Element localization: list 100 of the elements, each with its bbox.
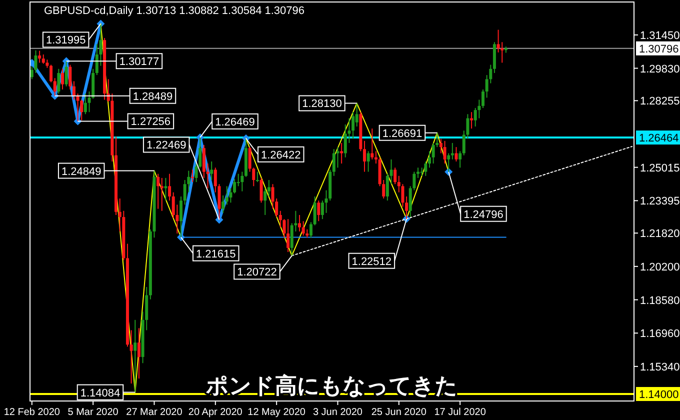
data-label: 1.28489 <box>132 90 173 103</box>
candlestick <box>168 173 172 202</box>
candlestick <box>137 328 140 380</box>
candlestick <box>482 88 484 108</box>
y-tick-label: 1.18580 <box>640 294 680 307</box>
data-label: 1.26691 <box>382 128 422 140</box>
candlestick <box>386 173 389 202</box>
candlestick <box>130 330 133 384</box>
candlestick <box>332 148 336 176</box>
x-tick-label: 12 May 2020 <box>248 407 306 418</box>
data-label: 1.20722 <box>237 266 277 279</box>
data-label: 1.30177 <box>119 56 160 68</box>
candlestick <box>447 152 450 172</box>
candlestick <box>352 112 355 140</box>
candlestick <box>180 196 182 238</box>
y-tick-label: 1.21820 <box>640 228 680 240</box>
x-tick-label: 12 Feb 2020 <box>4 407 60 418</box>
candlestick <box>38 50 42 64</box>
candlestick <box>222 194 225 214</box>
candlestick <box>164 177 168 202</box>
candlestick <box>68 64 72 90</box>
data-label: 1.24796 <box>464 208 504 221</box>
candlestick <box>275 198 278 218</box>
candlestick <box>302 220 305 236</box>
candlestick <box>355 102 358 127</box>
candlestick <box>206 163 210 189</box>
candlestick <box>443 140 446 164</box>
candlestick <box>229 188 232 204</box>
candlestick <box>256 171 259 183</box>
candlestick <box>53 78 56 96</box>
ref-line-label: 1.30796 <box>639 43 679 56</box>
x-tick-label: 3 Jun 2020 <box>312 407 363 418</box>
candlestick <box>362 140 366 172</box>
data-label: 1.31995 <box>46 34 86 47</box>
candlestick <box>84 93 87 115</box>
data-label: 1.28130 <box>302 98 342 110</box>
candlestick <box>458 150 462 168</box>
candlestick <box>210 160 214 180</box>
x-tick-label: 20 Apr 2020 <box>188 407 243 418</box>
candlestick <box>233 178 236 194</box>
candlestick <box>370 128 374 160</box>
candlestick <box>317 200 320 222</box>
candlestick <box>309 222 312 238</box>
candlestick <box>374 150 378 164</box>
candlestick <box>50 64 53 83</box>
candlestick <box>405 196 408 220</box>
x-tick-label: 25 Jun 2020 <box>371 407 427 418</box>
candlestick <box>134 319 137 393</box>
data-label: 1.24849 <box>61 166 102 178</box>
candlestick <box>439 138 442 154</box>
y-tick-label: 1.25015 <box>640 162 680 174</box>
data-label: 1.27256 <box>130 116 171 128</box>
candlestick <box>470 112 474 130</box>
candlestick <box>42 54 45 64</box>
candlestick <box>190 169 194 183</box>
candlestick <box>264 188 267 216</box>
candlestick <box>240 171 244 192</box>
ref-line-label: 1.14000 <box>639 389 679 402</box>
data-label: 1.22469 <box>146 140 186 152</box>
y-tick-label: 1.28255 <box>640 96 680 108</box>
x-tick-label: 5 Mar 2020 <box>68 407 119 418</box>
candlestick <box>340 142 344 164</box>
y-tick-label: 1.16960 <box>640 328 680 340</box>
candlestick <box>260 177 263 204</box>
candlestick <box>454 146 458 162</box>
candlestick <box>286 218 290 253</box>
y-tick-label: 1.15340 <box>640 361 680 374</box>
candlestick <box>271 184 274 210</box>
y-tick-label: 1.31450 <box>640 30 680 42</box>
x-tick-label: 17 Jul 2020 <box>434 407 486 418</box>
x-tick-label: 27 Mar 2020 <box>126 407 183 418</box>
data-label: 1.26469 <box>215 116 255 128</box>
candlestick <box>313 196 316 226</box>
y-tick-label: 1.23395 <box>640 196 680 208</box>
candlestick <box>202 144 206 178</box>
candlestick <box>424 160 428 176</box>
candlestick <box>298 214 302 232</box>
candlestick <box>390 158 393 185</box>
data-label: 1.14084 <box>80 387 120 400</box>
y-tick-label: 1.20200 <box>640 261 680 274</box>
candlestick <box>225 186 228 206</box>
candlestick <box>64 60 68 87</box>
data-label: 1.21615 <box>196 248 236 260</box>
candlestick <box>156 173 160 210</box>
candlestick <box>267 179 270 197</box>
candlestick <box>428 150 431 168</box>
candlestick <box>416 167 420 178</box>
data-label: 1.22512 <box>352 256 392 268</box>
candlestick <box>57 68 60 94</box>
candlestick <box>366 150 370 172</box>
annotation: ポンド高にもなってきた <box>205 373 458 399</box>
data-label: 1.26422 <box>260 149 301 162</box>
candlestick <box>450 142 454 160</box>
ref-line-label: 1.26464 <box>639 132 679 145</box>
candlestick <box>160 177 164 212</box>
candlestick <box>72 80 76 100</box>
chart-title: GBPUSD-cd,Daily 1.30713 1.30882 1.30584 1.30796 <box>44 5 305 17</box>
y-tick-label: 1.29830 <box>640 63 680 76</box>
candlestick <box>60 68 64 90</box>
candlestick <box>320 200 324 220</box>
